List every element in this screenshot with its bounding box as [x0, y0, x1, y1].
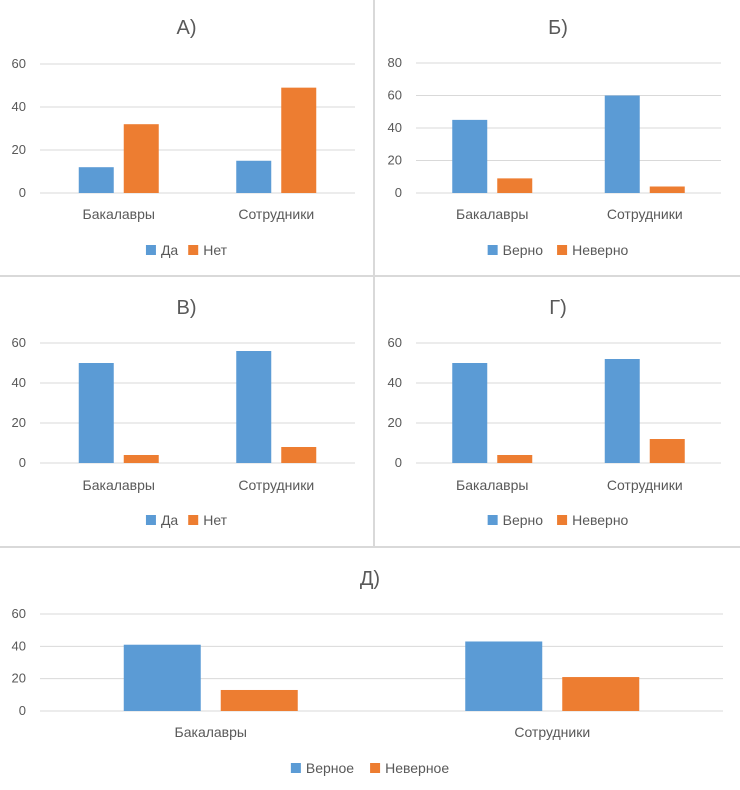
- category-label: Сотрудники: [607, 206, 683, 222]
- chart-panel-e: Д) 0 20 40 60 Бакалавры Сотрудники Верное Неверн…: [0, 549, 740, 790]
- bar-да: [236, 351, 272, 463]
- y-tick-label: 40: [388, 375, 402, 390]
- y-tick-label: 40: [12, 638, 26, 653]
- y-tick-label: 0: [395, 185, 402, 200]
- legend-swatch: [487, 245, 498, 255]
- legend-label: Верное: [306, 760, 354, 776]
- bar-неверно: [649, 186, 685, 193]
- chart-svg: Д) 0 20 40 60 Бакалавры Сотрудники Верное Неверн…: [12, 568, 723, 776]
- bar-да: [78, 167, 114, 193]
- legend-label: Неверное: [385, 760, 449, 776]
- category-label: Бакалавры: [175, 724, 247, 740]
- chart-svg: А) 0 20 40 60 Бакалавры Сотрудники Да Нет: [12, 17, 355, 258]
- bar-нет: [281, 447, 317, 463]
- y-tick-label: 0: [395, 455, 402, 470]
- bar-верно: [452, 363, 488, 463]
- y-tick-label: 0: [19, 703, 26, 718]
- bar-да: [78, 363, 114, 463]
- bar-неверное: [562, 677, 640, 711]
- legend-label: Нет: [203, 242, 227, 258]
- y-tick-label: 0: [19, 455, 26, 470]
- legend-label: Неверно: [572, 242, 628, 258]
- vertical-divider: [373, 0, 375, 547]
- horizontal-divider-top: [0, 275, 740, 277]
- bar-нет: [123, 124, 159, 193]
- chart-panel-a: А) 0 20 40 60 Бакалавры Сотрудники Да Нет: [0, 0, 373, 275]
- legend-label: Верно: [503, 512, 544, 528]
- y-tick-label: 20: [12, 415, 26, 430]
- y-tick-label: 60: [12, 56, 26, 71]
- chart-panel-c: В) 0 20 40 60 Бакалавры Сотрудники Да Нет: [0, 278, 373, 546]
- legend-swatch: [487, 515, 498, 525]
- legend-label: Нет: [203, 512, 227, 528]
- y-tick-label: 20: [12, 671, 26, 686]
- chart-svg: В) 0 20 40 60 Бакалавры Сотрудники Да Нет: [12, 297, 355, 528]
- y-tick-label: 20: [388, 415, 402, 430]
- category-label: Бакалавры: [456, 477, 528, 493]
- bar-верное: [465, 641, 543, 711]
- legend-label: Неверно: [572, 512, 628, 528]
- category-label: Сотрудники: [238, 477, 314, 493]
- bar-верно: [604, 95, 640, 193]
- bar-нет: [123, 455, 159, 463]
- bar-верно: [452, 119, 488, 193]
- y-tick-label: 20: [388, 153, 402, 168]
- chart-svg: Б) 0 20 40 60 80 Бакалавры Сотрудники Верно Невер…: [388, 17, 721, 258]
- y-tick-label: 0: [19, 185, 26, 200]
- legend-swatch: [145, 515, 156, 525]
- legend-swatch: [188, 245, 199, 255]
- y-tick-label: 60: [388, 88, 402, 103]
- bar-неверное: [220, 689, 298, 711]
- category-label: Бакалавры: [83, 206, 155, 222]
- y-tick-label: 20: [12, 142, 26, 157]
- category-label: Бакалавры: [456, 206, 528, 222]
- legend-label: Да: [161, 242, 178, 258]
- y-tick-label: 40: [12, 99, 26, 114]
- bar-нет: [281, 87, 317, 193]
- chart-title: Д): [360, 568, 380, 590]
- legend-label: Да: [161, 512, 178, 528]
- chart-title: Г): [549, 297, 567, 319]
- y-tick-label: 40: [388, 120, 402, 135]
- y-tick-label: 40: [12, 375, 26, 390]
- y-tick-label: 80: [388, 55, 402, 70]
- legend-swatch: [370, 763, 381, 773]
- legend-label: Верно: [503, 242, 544, 258]
- horizontal-divider-bottom: [0, 546, 740, 548]
- legend-swatch: [145, 245, 156, 255]
- bar-верно: [604, 359, 640, 463]
- legend-swatch: [557, 515, 568, 525]
- category-label: Бакалавры: [83, 477, 155, 493]
- chart-panel-b: Б) 0 20 40 60 80 Бакалавры Сотрудники Верно Невер…: [376, 0, 740, 275]
- category-label: Сотрудники: [607, 477, 683, 493]
- bar-неверно: [649, 439, 685, 463]
- legend-swatch: [290, 763, 301, 773]
- category-label: Сотрудники: [514, 724, 590, 740]
- chart-title: А): [177, 17, 197, 39]
- chart-panel-d: Г) 0 20 40 60 Бакалавры Сотрудники Верно Неверно: [376, 278, 740, 546]
- bar-неверно: [497, 178, 533, 193]
- chart-svg: Г) 0 20 40 60 Бакалавры Сотрудники Верно Неверно: [388, 297, 721, 528]
- bar-да: [236, 160, 272, 193]
- y-tick-label: 60: [12, 606, 26, 621]
- bar-неверно: [497, 455, 533, 463]
- bar-верное: [123, 644, 201, 711]
- chart-title: В): [177, 297, 197, 319]
- y-tick-label: 60: [12, 335, 26, 350]
- y-tick-label: 60: [388, 335, 402, 350]
- legend-swatch: [188, 515, 199, 525]
- legend-swatch: [557, 245, 568, 255]
- chart-title: Б): [548, 17, 568, 39]
- category-label: Сотрудники: [238, 206, 314, 222]
